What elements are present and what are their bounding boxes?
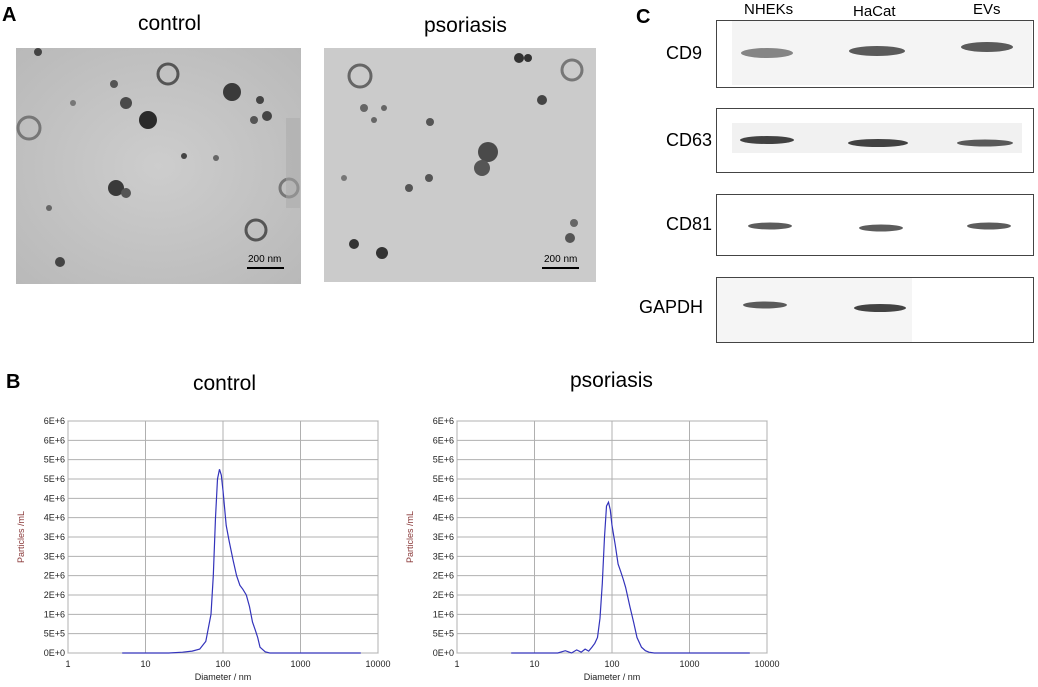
y-tick-label: 0E+0 — [433, 648, 454, 658]
y-tick-label: 5E+5 — [44, 629, 65, 639]
lane-label-nheks: NHEKs — [744, 1, 794, 18]
panel-b-control-title: control — [193, 372, 257, 395]
x-tick-label: 100 — [604, 659, 619, 669]
x-tick-label: 10 — [529, 659, 539, 669]
panel-a-control-title: control — [138, 12, 202, 35]
panel-b-letter: B — [6, 371, 21, 393]
y-tick-label: 5E+6 — [433, 474, 454, 484]
marker-label-cd81: CD81 — [666, 214, 713, 234]
y-tick-label: 3E+6 — [44, 551, 65, 561]
panel-a-letter: A — [2, 4, 17, 26]
panel-c-letter: C — [636, 6, 651, 28]
y-tick-label: 0E+0 — [44, 648, 65, 658]
nta-chart-psoriasis: 0E+0 5E+5 1E+6 2E+6 2E+6 3E+6 3E+6 4E+6 4E+6 5E+6… — [405, 416, 780, 682]
band-cd9-nheks — [741, 48, 793, 58]
blot-cd9 — [716, 20, 1034, 88]
y-axis-label: Particles /mL — [405, 511, 415, 563]
tem-image-psoriasis: 200 nm — [324, 48, 596, 282]
band-cd9-hacat — [849, 46, 905, 56]
blot-gapdh — [716, 277, 1034, 343]
band-gapdh-hacat — [854, 304, 906, 312]
y-tick-label: 4E+6 — [433, 493, 454, 503]
x-tick-label: 1000 — [679, 659, 699, 669]
band-cd81-hacat — [859, 224, 903, 232]
y-axis-label: Particles /mL — [16, 511, 26, 563]
y-tick-label: 2E+6 — [44, 571, 65, 581]
band-cd81-nheks — [748, 222, 792, 230]
panel-a-psoriasis-title: psoriasis — [424, 14, 507, 37]
scale-bar-label-psoriasis: 200 nm — [544, 254, 578, 265]
band-gapdh-nheks — [743, 301, 787, 309]
x-tick-label: 10000 — [365, 659, 390, 669]
y-tick-label: 5E+5 — [433, 629, 454, 639]
y-tick-label: 5E+6 — [44, 474, 65, 484]
panel-b-psoriasis-title: psoriasis — [570, 369, 653, 392]
band-cd9-evs — [961, 42, 1013, 52]
tem-image-control: 200 nm — [16, 48, 301, 284]
x-axis-label: Diameter / nm — [195, 672, 252, 682]
y-tick-label: 6E+6 — [433, 416, 454, 426]
band-cd63-evs — [957, 139, 1013, 147]
x-tick-label: 10 — [140, 659, 150, 669]
y-tick-label: 3E+6 — [433, 551, 454, 561]
y-tick-label: 5E+6 — [433, 455, 454, 465]
y-tick-label: 6E+6 — [44, 435, 65, 445]
y-tick-label: 5E+6 — [44, 455, 65, 465]
blot-cd81 — [716, 194, 1034, 256]
y-tick-label: 4E+6 — [433, 513, 454, 523]
y-tick-label: 1E+6 — [433, 609, 454, 619]
y-tick-label: 3E+6 — [433, 532, 454, 542]
nta-charts: 0E+0 5E+5 1E+6 2E+6 2E+6 3E+6 3E+6 4E+6 4E+6 5E+6… — [16, 416, 780, 682]
y-tick-label: 2E+6 — [433, 590, 454, 600]
y-tick-label: 4E+6 — [44, 513, 65, 523]
tem-micrograph-control — [16, 48, 301, 284]
y-tick-label: 2E+6 — [433, 571, 454, 581]
marker-label-gapdh: GAPDH — [639, 297, 704, 317]
scale-bar-control — [247, 267, 284, 269]
x-tick-label: 10000 — [754, 659, 779, 669]
x-tick-label: 100 — [215, 659, 230, 669]
y-tick-label: 6E+6 — [44, 416, 65, 426]
lane-label-hacat: HaCat — [853, 3, 896, 20]
marker-label-cd63: CD63 — [666, 130, 713, 150]
y-tick-label: 2E+6 — [44, 590, 65, 600]
band-cd63-hacat — [848, 139, 908, 147]
tem-micrograph-psoriasis — [324, 48, 596, 282]
lane-label-evs: EVs — [973, 1, 1001, 18]
band-cd81-evs — [967, 222, 1011, 230]
scale-bar-label-control: 200 nm — [248, 254, 282, 265]
x-tick-label: 1 — [454, 659, 459, 669]
nta-chart-control: 0E+0 5E+5 1E+6 2E+6 2E+6 3E+6 3E+6 4E+6 4E+6 5E+6… — [16, 416, 391, 682]
x-axis-label: Diameter / nm — [584, 672, 641, 682]
scale-bar-psoriasis — [542, 267, 579, 269]
x-tick-label: 1000 — [290, 659, 310, 669]
y-tick-label: 6E+6 — [433, 435, 454, 445]
blot-cd63 — [716, 108, 1034, 173]
y-tick-label: 4E+6 — [44, 493, 65, 503]
marker-label-cd9: CD9 — [666, 43, 703, 63]
y-tick-label: 3E+6 — [44, 532, 65, 542]
band-cd63-nheks — [740, 136, 794, 144]
x-tick-label: 1 — [65, 659, 70, 669]
series-line — [511, 500, 750, 654]
series-line — [122, 469, 361, 654]
y-tick-label: 1E+6 — [44, 609, 65, 619]
